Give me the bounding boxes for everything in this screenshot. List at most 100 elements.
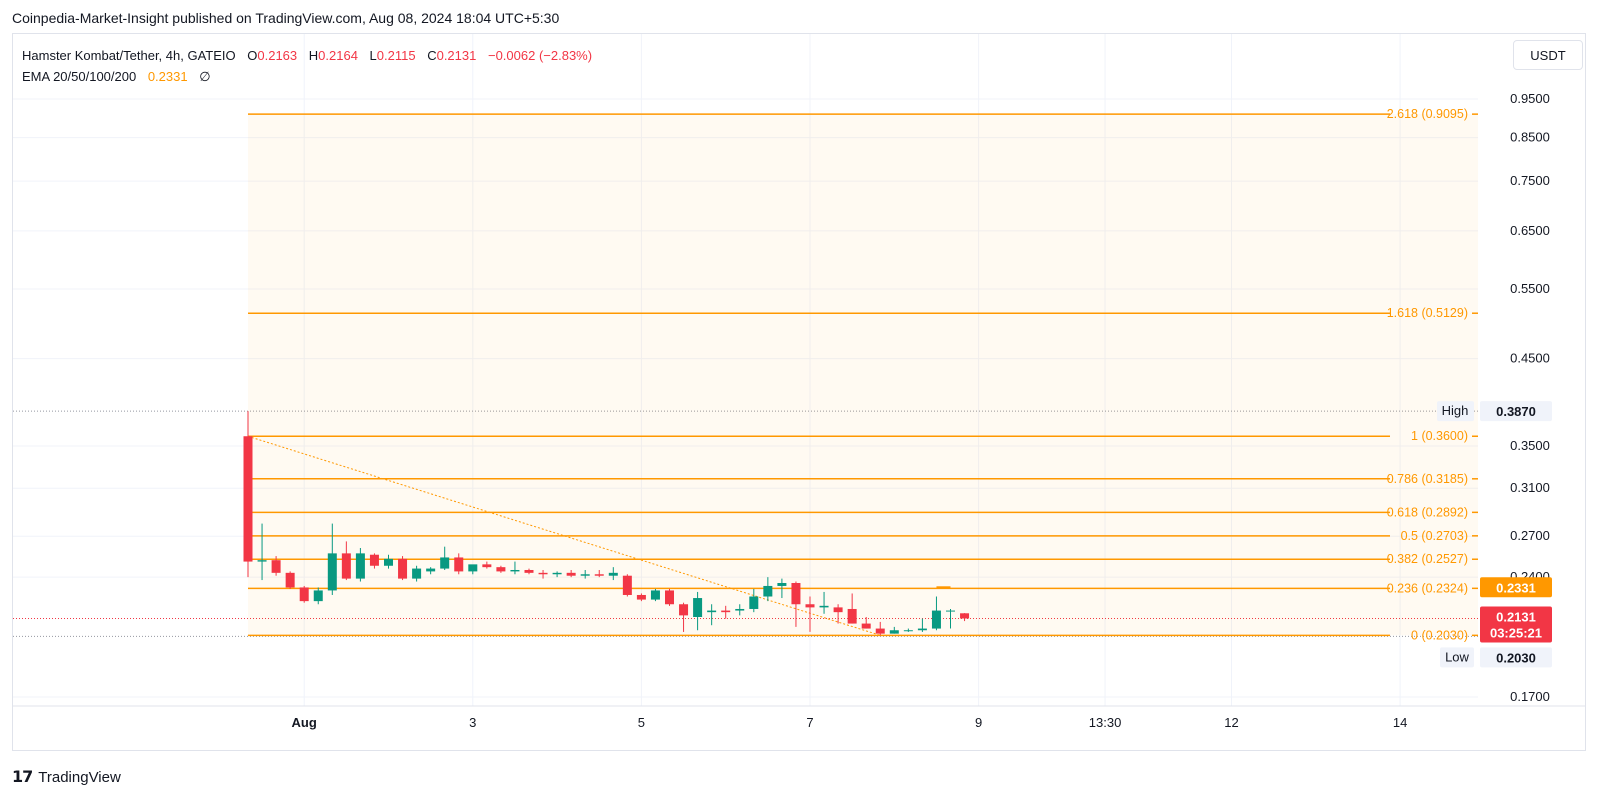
candle	[566, 569, 576, 578]
candle	[538, 569, 548, 579]
candle-body	[510, 569, 520, 572]
candle	[355, 548, 365, 582]
candle-body	[889, 630, 899, 634]
y-tick-label: 0.4500	[1510, 351, 1550, 366]
x-tick-label: Aug	[292, 715, 317, 730]
candle	[917, 618, 927, 632]
fib-level-label: 0.5 (0.2703)	[1401, 529, 1468, 543]
x-tick-label: 9	[975, 715, 982, 730]
candle	[749, 588, 759, 613]
symbol-title[interactable]: Hamster Kombat/Tether, 4h, GATEIO	[22, 48, 236, 63]
candle-body	[552, 572, 562, 575]
candle-body	[355, 553, 365, 579]
candle-body	[271, 560, 281, 573]
candle-body	[299, 587, 309, 602]
candle-body	[369, 554, 379, 566]
high-tag-bg	[1437, 401, 1474, 422]
candle-body	[805, 604, 815, 608]
candle	[327, 523, 337, 595]
candle-body	[524, 569, 534, 573]
fib-retracement-fill	[248, 114, 1478, 636]
time-axis: Aug 3 5 7 9 13:30 12 14	[13, 705, 1585, 730]
candle-body	[931, 610, 941, 629]
candle-body	[257, 560, 267, 562]
candle	[946, 608, 955, 629]
candle-body	[580, 574, 590, 576]
low-label: L	[369, 48, 377, 63]
candle-body	[819, 605, 829, 608]
candle-body	[384, 558, 393, 566]
low-value: 0.2115	[376, 48, 416, 63]
tradingview-brand[interactable]: 𝟭𝟳 TradingView	[12, 767, 121, 787]
low-price-bg	[1480, 647, 1552, 668]
chart-frame	[12, 33, 1586, 751]
currency-unit-button[interactable]: USDT	[1513, 40, 1583, 70]
y-tick-label: 0.2700	[1510, 528, 1550, 543]
candle-body	[440, 557, 450, 569]
candle-body	[327, 553, 337, 591]
y-tick-label: 0.3500	[1510, 438, 1550, 453]
y-tick-label: 0.6500	[1510, 223, 1550, 238]
candle	[819, 591, 829, 614]
fib-level-label: 0 (0.2030)	[1411, 628, 1468, 642]
candle-body	[412, 568, 422, 579]
candle	[482, 561, 492, 569]
candle	[847, 593, 857, 624]
ema-row: EMA 20/50/100/200 0.2331 ∅	[22, 66, 592, 87]
candle-body	[917, 628, 927, 631]
low-tag-bg	[1440, 647, 1474, 668]
fib-trend-line	[247, 435, 881, 636]
chart-legend: Hamster Kombat/Tether, 4h, GATEIO O0.216…	[22, 45, 592, 87]
candle	[665, 588, 674, 606]
fib-levels: 0 (0.2030) 0.236 (0.2324) 0.382 (0.2527) 0.…	[248, 107, 1478, 642]
candle-body	[566, 572, 576, 576]
y-tick-label: 0.3100	[1510, 480, 1550, 495]
fib-level-label: 1.618 (0.5129)	[1387, 306, 1468, 320]
candle-body	[398, 558, 408, 579]
candle-body	[468, 564, 478, 572]
fib-level-label: 0.786 (0.3185)	[1387, 472, 1468, 486]
candle-body	[665, 590, 674, 605]
countdown-label: 03:25:21	[1490, 625, 1542, 640]
candle	[398, 556, 408, 581]
candle	[679, 602, 689, 632]
x-tick-label: 3	[469, 715, 476, 730]
candle	[426, 567, 436, 575]
candle-body	[946, 610, 955, 612]
candle	[257, 523, 267, 581]
x-tick-label: 12	[1224, 715, 1238, 730]
high-price-bg	[1480, 401, 1552, 422]
ema-label[interactable]: EMA 20/50/100/200	[22, 69, 137, 84]
fib-trend-line-segment	[247, 435, 881, 636]
candle	[341, 541, 351, 581]
close-value: 0.2131	[436, 48, 477, 63]
high-tag-label: High	[1442, 403, 1469, 418]
candle	[763, 577, 773, 602]
candle-body	[791, 582, 801, 605]
candle	[931, 596, 941, 631]
currency-unit-label: USDT	[1530, 47, 1566, 63]
candle-body	[341, 553, 351, 579]
high-price-label: 0.3870	[1496, 404, 1536, 419]
close-label: C	[427, 48, 437, 63]
candle-body	[749, 596, 759, 609]
y-tick-label: 0.8500	[1510, 130, 1550, 145]
candle-body	[454, 557, 464, 572]
candle-body	[679, 604, 689, 616]
fib-level-label: 0.382 (0.2527)	[1387, 552, 1468, 566]
candle	[889, 626, 899, 634]
candle-body	[496, 567, 506, 572]
fib-level-label: 1 (0.3600)	[1411, 429, 1468, 443]
candle	[454, 553, 464, 575]
candle	[791, 581, 801, 627]
x-tick-label: 7	[806, 715, 813, 730]
open-label: O	[247, 48, 258, 63]
x-tick-label: 14	[1393, 715, 1407, 730]
tradingview-logo-icon: 𝟭𝟳	[12, 769, 33, 786]
y-tick-label: 0.1700	[1510, 689, 1550, 704]
candle-body	[538, 572, 548, 575]
brand-name: TradingView	[38, 768, 121, 786]
candle	[735, 604, 745, 616]
candle	[384, 554, 393, 569]
